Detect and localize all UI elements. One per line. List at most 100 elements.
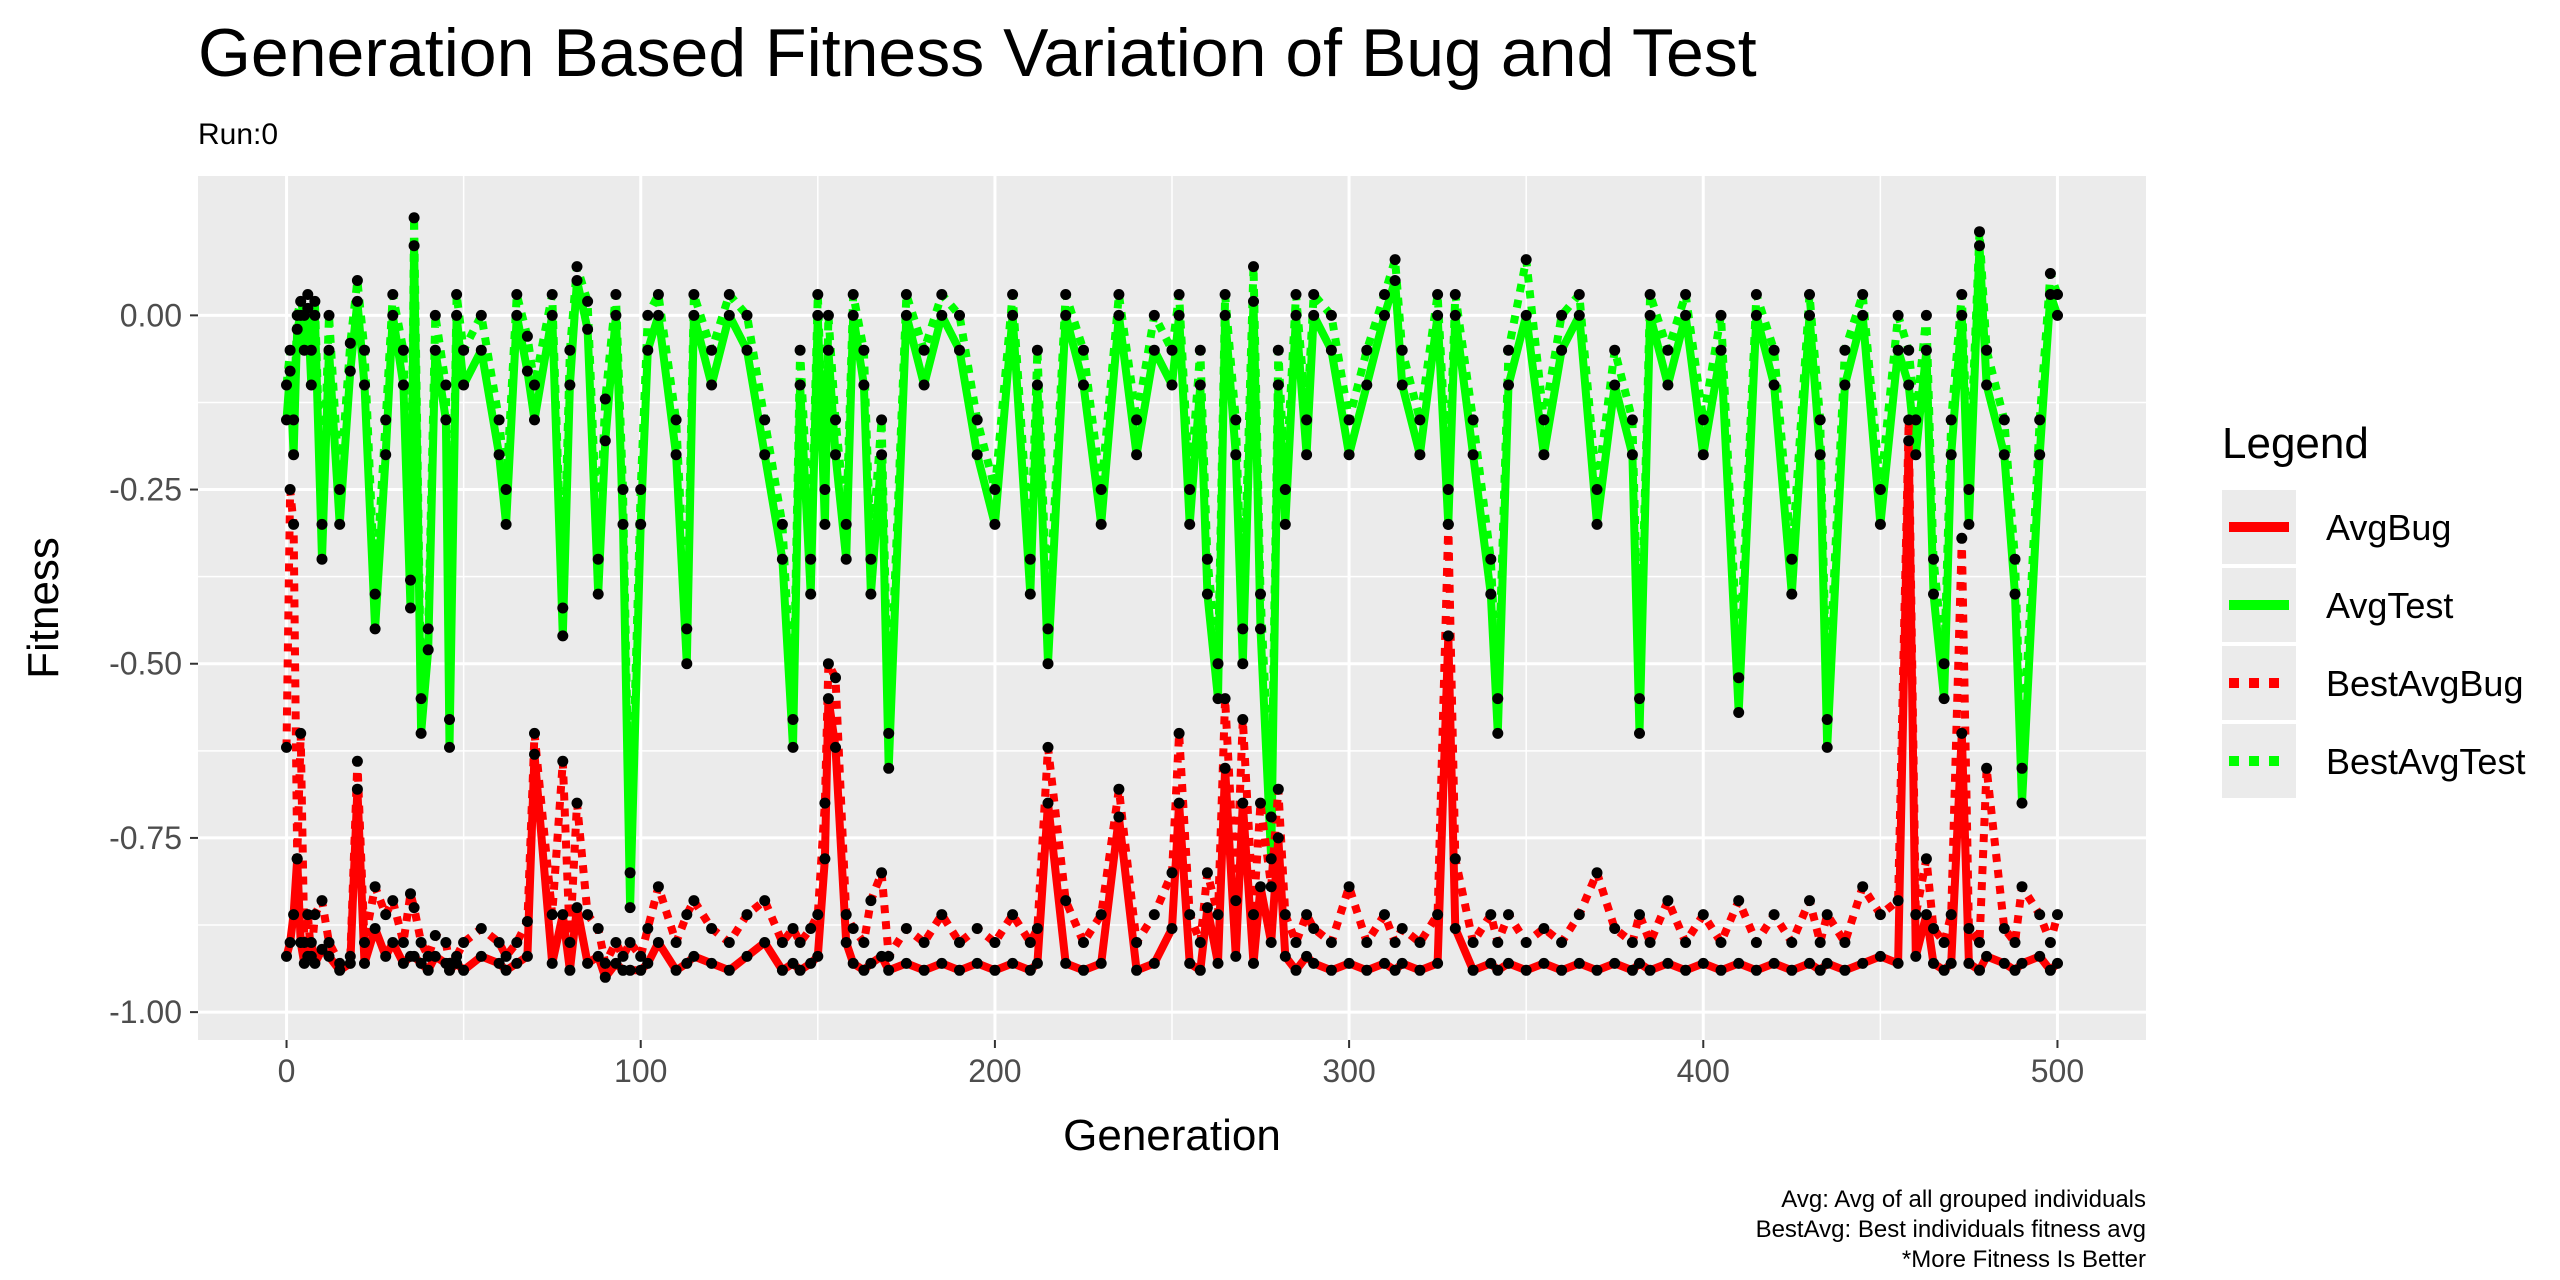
data-point-bestavgtest bbox=[1768, 344, 1780, 356]
data-point-bestavgbug bbox=[936, 909, 948, 921]
data-point-bestavgtest bbox=[546, 289, 558, 300]
data-point-avgbug bbox=[1272, 832, 1284, 844]
data-point-bestavgbug bbox=[1998, 923, 2010, 934]
data-point-avgtest bbox=[369, 623, 381, 635]
data-point-bestavgtest bbox=[2009, 553, 2021, 565]
data-point-bestavgbug bbox=[1308, 923, 1320, 934]
data-point-bestavgbug bbox=[1184, 909, 1196, 921]
data-point-avgbug bbox=[1184, 957, 1196, 969]
data-point-bestavgbug bbox=[440, 937, 452, 948]
data-point-bestavgtest bbox=[1956, 289, 1968, 300]
data-point-avgbug bbox=[706, 957, 718, 969]
data-point-bestavgbug bbox=[571, 797, 583, 809]
data-point-bestavgbug bbox=[309, 909, 321, 921]
data-point-bestavgtest bbox=[1520, 254, 1532, 266]
data-point-avgbug bbox=[1626, 964, 1638, 976]
data-point-avgbug bbox=[1857, 957, 1869, 969]
data-point-bestavgbug bbox=[1956, 532, 1968, 544]
data-point-avgtest bbox=[422, 644, 434, 656]
data-point-avgtest bbox=[564, 379, 576, 391]
data-point-avgtest bbox=[2009, 588, 2021, 600]
data-point-avgtest bbox=[830, 449, 841, 461]
data-point-bestavgbug bbox=[971, 923, 983, 934]
data-point-avgtest bbox=[334, 518, 346, 530]
data-point-bestavgtest bbox=[610, 289, 622, 300]
data-point-avgtest bbox=[1963, 518, 1975, 530]
data-point-bestavgbug bbox=[1396, 923, 1408, 934]
data-point-bestavgtest bbox=[295, 295, 307, 307]
data-point-avgtest bbox=[847, 309, 859, 321]
data-point-avgtest bbox=[1042, 658, 1054, 670]
data-point-avgtest bbox=[599, 435, 611, 447]
data-point-bestavgtest bbox=[1945, 414, 1957, 426]
data-point-avgbug bbox=[1248, 957, 1259, 969]
data-point-avgbug bbox=[351, 783, 363, 795]
data-point-avgbug bbox=[1449, 923, 1461, 934]
data-point-avgtest bbox=[1060, 309, 1072, 321]
data-point-avgbug bbox=[1265, 937, 1277, 948]
data-point-bestavgbug bbox=[1237, 714, 1249, 725]
data-point-bestavgbug bbox=[1857, 881, 1869, 893]
data-point-avgtest bbox=[1361, 379, 1373, 391]
data-point-bestavgtest bbox=[422, 623, 434, 635]
data-point-avgbug bbox=[1768, 957, 1780, 969]
data-point-avgtest bbox=[876, 449, 888, 461]
data-point-bestavgtest bbox=[1715, 309, 1727, 321]
data-point-bestavgbug bbox=[652, 881, 664, 893]
data-point-avgtest bbox=[794, 379, 806, 391]
legend: Legend AvgBug AvgTest BestAvgBug BestAvgTes… bbox=[2222, 419, 2525, 798]
data-point-avgbug bbox=[883, 964, 895, 976]
data-point-bestavgtest bbox=[883, 727, 895, 739]
data-point-avgtest bbox=[759, 449, 771, 461]
data-point-bestavgtest bbox=[302, 289, 314, 300]
data-point-bestavgtest bbox=[1361, 344, 1373, 356]
data-point-bestavgtest bbox=[1963, 484, 1975, 495]
data-point-bestavgtest bbox=[351, 275, 363, 286]
data-point-bestavgtest bbox=[564, 344, 576, 356]
data-point-bestavgtest bbox=[1998, 414, 2010, 426]
data-point-bestavgbug bbox=[1974, 937, 1985, 948]
data-point-bestavgtest bbox=[812, 289, 824, 300]
data-point-bestavgbug bbox=[316, 895, 328, 907]
data-point-avgbug bbox=[1201, 902, 1213, 914]
data-point-bestavgbug bbox=[1031, 923, 1043, 934]
data-point-avgbug bbox=[1910, 950, 1922, 962]
data-point-bestavgbug bbox=[1166, 867, 1178, 879]
data-point-avgtest bbox=[936, 309, 948, 321]
data-point-bestavgtest bbox=[954, 309, 965, 321]
data-point-avgtest bbox=[624, 902, 636, 914]
data-point-avgbug bbox=[1998, 957, 2010, 969]
data-point-bestavgbug bbox=[564, 937, 576, 948]
data-point-bestavgbug bbox=[298, 937, 310, 948]
data-point-avgtest bbox=[2052, 309, 2063, 321]
data-point-bestavgtest bbox=[1814, 414, 1826, 426]
data-point-bestavgbug bbox=[387, 895, 399, 907]
data-point-avgtest bbox=[359, 379, 370, 391]
data-point-bestavgtest bbox=[805, 553, 817, 565]
data-point-avgbug bbox=[936, 957, 948, 969]
data-point-avgtest bbox=[557, 630, 569, 642]
data-point-bestavgbug bbox=[1485, 909, 1497, 921]
data-point-bestavgbug bbox=[1662, 895, 1674, 907]
data-point-avgbug bbox=[458, 964, 470, 976]
data-point-bestavgbug bbox=[688, 895, 700, 907]
data-point-avgtest bbox=[405, 602, 416, 614]
data-point-avgtest bbox=[1892, 344, 1904, 356]
points-layer bbox=[281, 212, 2063, 983]
data-point-bestavgbug bbox=[2052, 909, 2063, 921]
data-point-bestavgbug bbox=[323, 937, 335, 948]
data-point-bestavgbug bbox=[723, 937, 735, 948]
data-point-avgtest bbox=[1662, 379, 1674, 391]
data-point-bestavgbug bbox=[1874, 909, 1886, 921]
data-point-avgtest bbox=[458, 379, 470, 391]
data-point-bestavgbug bbox=[1733, 895, 1745, 907]
data-point-avgtest bbox=[652, 309, 664, 321]
data-point-avgtest bbox=[1248, 295, 1259, 307]
data-point-avgbug bbox=[900, 957, 912, 969]
data-point-avgbug bbox=[415, 957, 427, 969]
data-point-bestavgtest bbox=[1201, 553, 1213, 565]
data-point-avgbug bbox=[1095, 957, 1107, 969]
data-point-bestavgtest bbox=[1184, 484, 1196, 495]
data-point-avgtest bbox=[1538, 449, 1550, 461]
data-point-avgtest bbox=[1166, 379, 1178, 391]
